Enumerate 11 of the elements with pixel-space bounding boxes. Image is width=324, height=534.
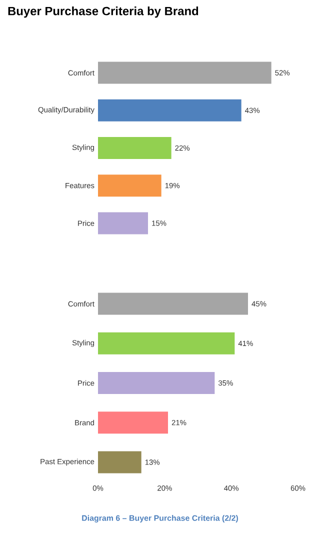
bar: [98, 372, 215, 394]
bar: [98, 99, 242, 122]
bar: [98, 174, 162, 197]
bar: [98, 332, 235, 354]
bar: [98, 212, 148, 234]
bar: [98, 136, 172, 159]
bar: [98, 292, 248, 315]
bar: [98, 451, 142, 474]
chart-title: Buyer Purchase Criteria by Brand: [8, 6, 198, 18]
bar: [98, 62, 272, 84]
bar: [98, 412, 168, 434]
